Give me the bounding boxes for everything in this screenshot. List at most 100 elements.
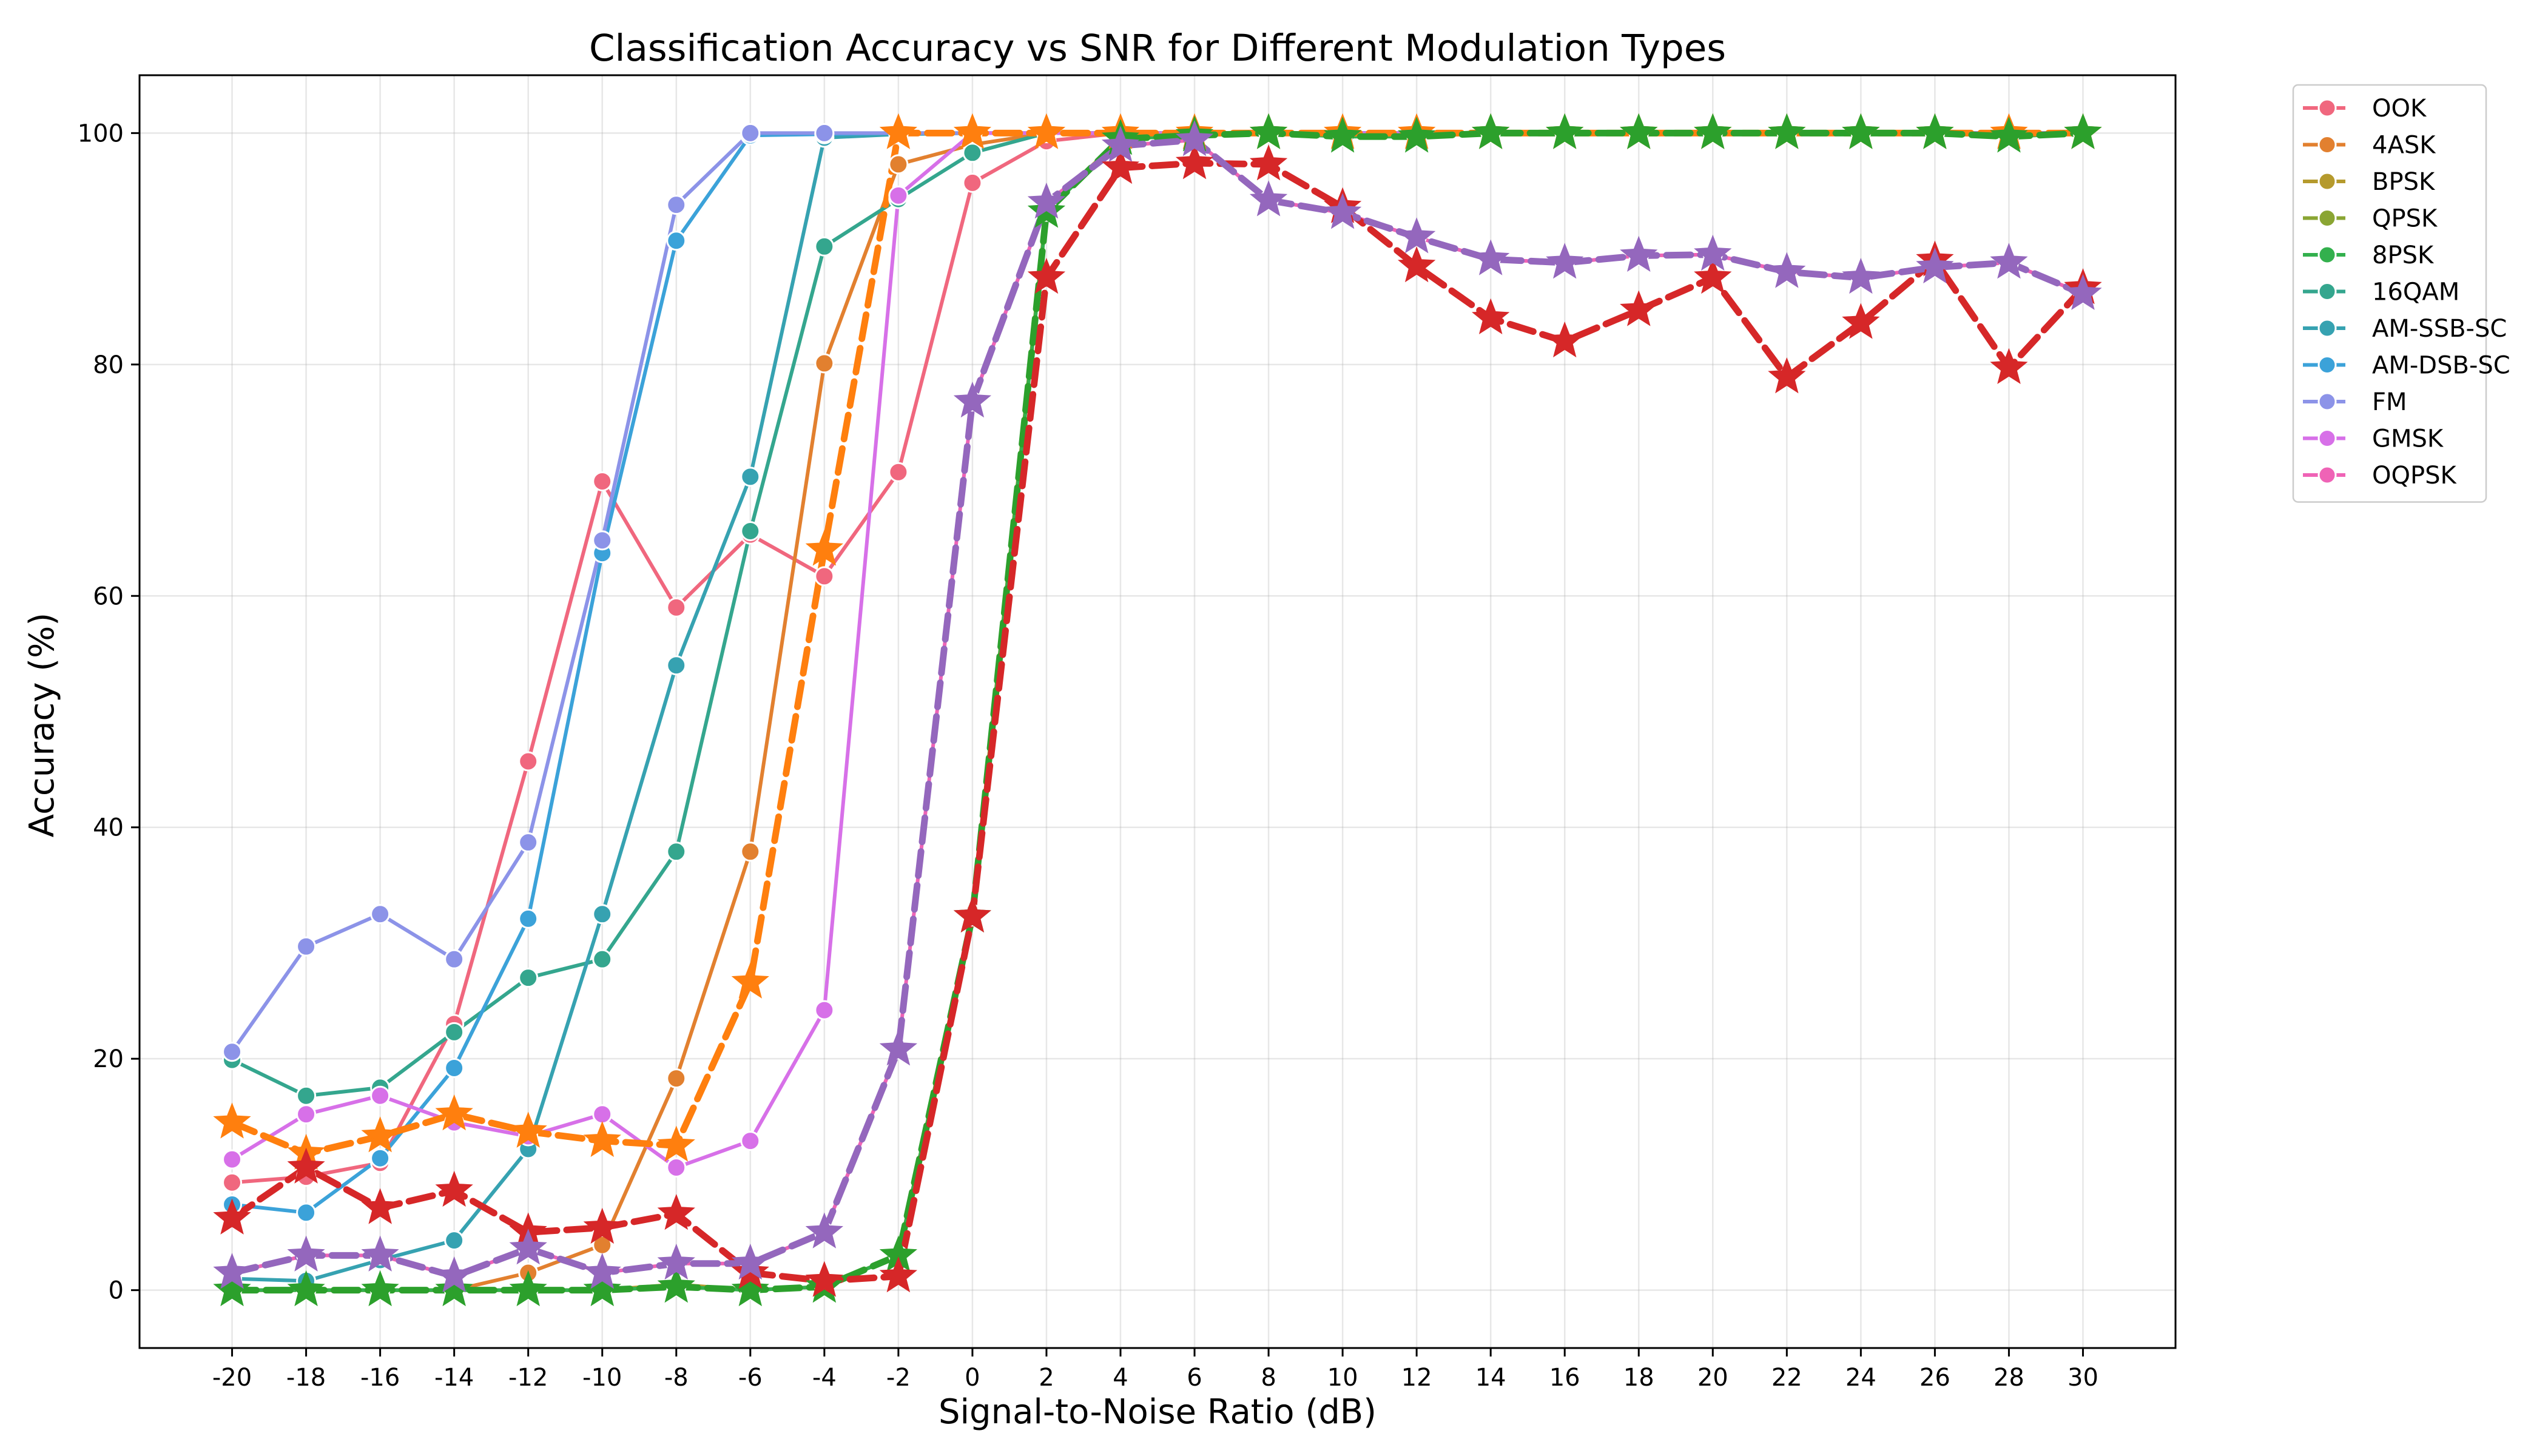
- legend-label: 16QAM: [2372, 278, 2459, 306]
- data-point: [435, 1094, 473, 1131]
- data-point: [1546, 113, 1584, 149]
- data-point: [444, 1230, 465, 1251]
- data-point: [370, 904, 391, 925]
- data-point: [740, 521, 761, 541]
- x-tick-label: 6: [1187, 1364, 1202, 1392]
- data-point: [1027, 113, 1066, 149]
- data-point: [962, 143, 983, 163]
- data-point: [370, 1085, 391, 1106]
- data-point: [1768, 113, 1806, 149]
- data-point: [1101, 126, 1140, 162]
- data-point: [370, 1148, 391, 1168]
- y-axis-ticks: 0 20 40 60 80 100: [78, 120, 140, 1305]
- y-tick-label: 40: [93, 814, 124, 842]
- data-point: [1397, 246, 1436, 283]
- data-point: [1990, 116, 2028, 153]
- data-point: [731, 962, 769, 999]
- data-point: [1620, 235, 1658, 272]
- data-point: [805, 1212, 844, 1249]
- data-point: [666, 597, 687, 618]
- data-point: [1842, 113, 1880, 149]
- legend-label: OOK: [2372, 95, 2427, 123]
- data-point: [879, 1256, 917, 1293]
- data-point: [592, 1104, 613, 1125]
- legend-marker: [2317, 135, 2337, 154]
- data-point: [592, 904, 613, 925]
- x-tick-label: 30: [2068, 1364, 2098, 1392]
- data-point: [592, 471, 613, 491]
- legend-label: AM-DSB-SC: [2372, 352, 2510, 380]
- y-tick-label: 20: [93, 1045, 124, 1073]
- data-point: [444, 1022, 465, 1042]
- data-point: [1620, 290, 1658, 326]
- legend-label: FM: [2372, 388, 2407, 416]
- data-point: [1694, 234, 1732, 271]
- legend-label: BPSK: [2372, 168, 2436, 196]
- x-tick-label: -20: [212, 1364, 252, 1392]
- x-tick-label: 2: [1039, 1364, 1054, 1392]
- x-tick-label: 14: [1475, 1364, 1506, 1392]
- data-point: [814, 353, 835, 374]
- data-point: [1249, 180, 1288, 217]
- data-point: [814, 566, 835, 587]
- x-tick-label: 4: [1113, 1364, 1128, 1392]
- x-tick-label: 22: [1771, 1364, 1802, 1392]
- data-point: [592, 530, 613, 551]
- data-point: [888, 462, 909, 482]
- legend-label: 4ASK: [2372, 132, 2436, 160]
- data-point: [805, 530, 844, 566]
- data-point: [2064, 274, 2102, 310]
- legend-label: AM-SSB-SC: [2372, 315, 2507, 343]
- data-point: [287, 1147, 325, 1184]
- data-point: [518, 968, 539, 988]
- x-axis-label: Signal-to-Noise Ratio (dB): [939, 1392, 1377, 1432]
- data-point: [731, 1270, 769, 1307]
- data-point: [1175, 120, 1214, 157]
- data-point: [888, 185, 909, 206]
- data-point: [287, 1235, 325, 1272]
- legend-marker: [2317, 429, 2337, 448]
- data-point: [879, 1030, 918, 1066]
- data-point: [953, 382, 991, 418]
- data-point: [1990, 348, 2028, 385]
- data-point: [518, 908, 539, 929]
- data-point: [361, 1270, 399, 1307]
- x-tick-label: 24: [1845, 1364, 1876, 1392]
- data-point: [814, 1000, 835, 1020]
- data-point: [1249, 113, 1288, 149]
- x-tick-label: 0: [965, 1364, 980, 1392]
- legend-box: [2292, 84, 2487, 503]
- data-point: [1249, 144, 1288, 181]
- x-tick-label: -2: [886, 1364, 911, 1392]
- x-tick-label: -10: [582, 1364, 622, 1392]
- x-tick-label: 16: [1549, 1364, 1580, 1392]
- y-tick-label: 80: [93, 351, 124, 379]
- data-point: [953, 113, 991, 149]
- data-point: [814, 236, 835, 257]
- data-point: [1472, 239, 1510, 275]
- data-point: [1397, 217, 1436, 254]
- x-tick-label: -8: [664, 1364, 689, 1392]
- data-point: [1397, 116, 1436, 153]
- data-point: [222, 1042, 243, 1062]
- data-point: [1620, 113, 1658, 149]
- grid: [140, 75, 2176, 1348]
- data-point: [509, 1228, 547, 1265]
- data-point: [1842, 258, 1880, 294]
- data-point: [1027, 183, 1066, 219]
- data-point: [296, 1202, 317, 1223]
- data-point: [888, 154, 909, 175]
- legend-marker: [2317, 282, 2337, 301]
- data-point: [1324, 193, 1362, 229]
- data-point: [1323, 116, 1362, 153]
- x-tick-label: 8: [1261, 1364, 1276, 1392]
- x-tick-label: -4: [812, 1364, 837, 1392]
- data-point: [296, 1085, 317, 1106]
- data-point: [583, 1121, 621, 1158]
- data-point: [222, 1172, 243, 1193]
- data-point: [657, 1244, 695, 1280]
- x-tick-label: -12: [508, 1364, 548, 1392]
- data-point: [805, 1261, 844, 1297]
- data-point: [1916, 247, 1954, 284]
- legend-marker: [2317, 465, 2337, 485]
